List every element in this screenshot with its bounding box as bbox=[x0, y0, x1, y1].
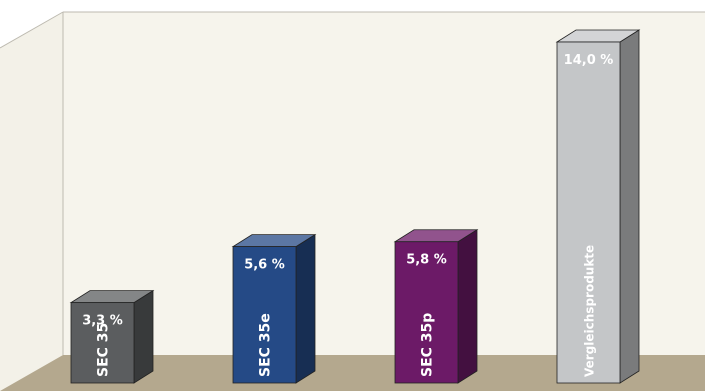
bars-group: 3,3 %SEC 35 5,6 % SEC 35e 5,8 % SEC 35p 14,0 … bbox=[69, 29, 641, 384]
bar-side-0 bbox=[133, 289, 154, 384]
chart-side-wall bbox=[0, 12, 63, 391]
bar-2: 5,8 % SEC 35p bbox=[393, 229, 479, 384]
bar-front-2 bbox=[394, 241, 459, 384]
chart-floor bbox=[0, 355, 705, 391]
data-label-1: 5,6 % bbox=[244, 258, 285, 273]
bar-front-3 bbox=[556, 41, 621, 384]
bar-3: 14,0 % Vergleichsprodukte bbox=[555, 29, 641, 384]
bar-1: 5,6 % SEC 35e bbox=[231, 233, 317, 384]
data-label-2: 5,8 % bbox=[406, 253, 447, 268]
bar-front-1 bbox=[232, 246, 297, 384]
data-label-0: 3,3 % bbox=[82, 314, 123, 329]
bar-front-0 bbox=[70, 302, 135, 384]
bar-side-3 bbox=[619, 29, 640, 384]
category-label-2: SEC 35p bbox=[420, 313, 436, 377]
category-label-3: Vergleichsprodukte bbox=[583, 245, 597, 377]
bar-side-1 bbox=[295, 233, 316, 384]
bar-side-2 bbox=[457, 229, 478, 384]
data-label-3: 14,0 % bbox=[564, 53, 614, 68]
chart-back-wall bbox=[63, 12, 705, 355]
bar-0: 3,3 %SEC 35 bbox=[69, 289, 155, 384]
category-label-1: SEC 35e bbox=[258, 313, 274, 377]
category-label-0: SEC 35 bbox=[96, 323, 112, 377]
wall-edge-side-top bbox=[0, 11, 64, 49]
